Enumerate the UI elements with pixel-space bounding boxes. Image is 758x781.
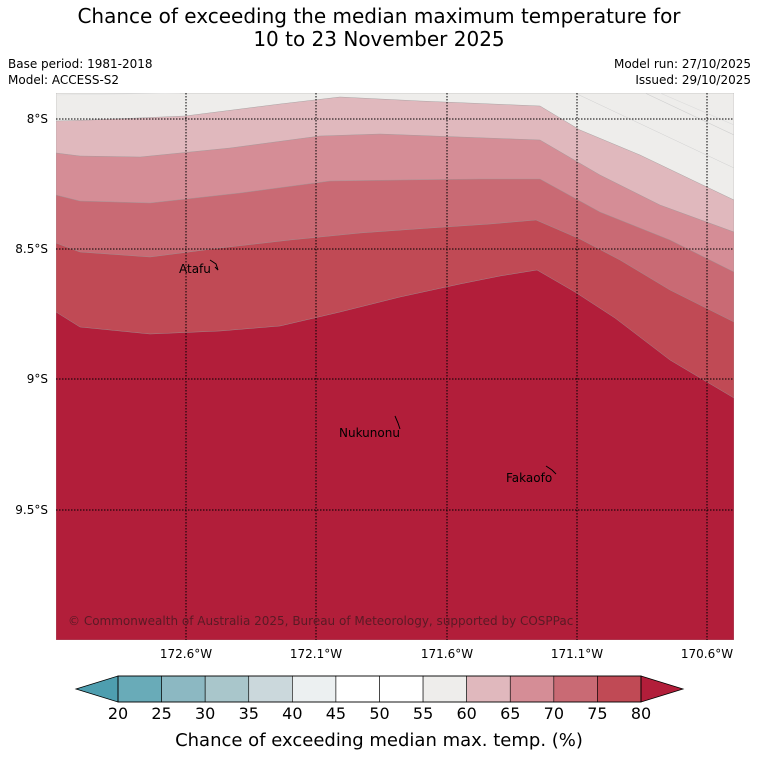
- issued-date: Issued: 29/10/2025: [635, 73, 751, 87]
- meta-left: Base period: 1981-2018 Model: ACCESS-S2: [8, 56, 153, 88]
- colorbar-tick-20: 20: [107, 704, 129, 723]
- colorbar-tick-45: 45: [325, 704, 347, 723]
- colorbar-cell-35-40: [248, 675, 293, 703]
- colorbar-cell-60-65: [466, 675, 511, 703]
- title-line-2: 10 to 23 November 2025: [253, 27, 505, 51]
- lat-label-8-5s: 8.5°S: [15, 242, 48, 256]
- colorbar-tick-35: 35: [238, 704, 259, 723]
- copyright-notice: © Commonwealth of Australia 2025, Bureau…: [68, 614, 574, 628]
- meta-right: Model run: 27/10/2025 Issued: 29/10/2025: [614, 56, 751, 88]
- island-label-atafu: Atafu: [179, 262, 211, 276]
- colorbar-tick-75: 75: [587, 704, 608, 723]
- lon-label-171-1w: 171.1°W: [550, 647, 604, 661]
- colorbar-cell-45-50: [335, 675, 380, 703]
- model-name: Model: ACCESS-S2: [8, 73, 120, 87]
- colorbar-cell-55-60: [422, 675, 467, 703]
- colorbar-cell-40-45: [292, 675, 337, 703]
- colorbar-tick-60: 60: [456, 704, 477, 723]
- colorbar-cell-75-80: [597, 675, 642, 703]
- island-label-fakaofo: Fakaofo: [506, 471, 553, 485]
- colorbar-cell-70-75: [553, 675, 598, 703]
- graticule: [56, 93, 734, 640]
- nukunonu-island: [394, 415, 401, 430]
- colorbar-label: Chance of exceeding median max. temp. (%…: [175, 730, 583, 751]
- atafu-island: [209, 259, 219, 271]
- colorbar-tick-55: 55: [412, 704, 434, 723]
- colorbar-tick-50: 50: [369, 704, 390, 723]
- colorbar-cell-25-30: [161, 675, 206, 703]
- colorbar-high-extension: [640, 675, 685, 703]
- colorbar-cell-65-70: [509, 675, 555, 703]
- base-period: Base period: 1981-2018: [8, 57, 153, 71]
- lat-label-9-5s: 9.5°S: [15, 503, 48, 517]
- band-above-80: [56, 269, 734, 640]
- lat-label-8s: 8°S: [26, 112, 48, 126]
- lon-label-170-6w: 170.6°W: [680, 647, 734, 661]
- colorbar-tick-80: 80: [630, 704, 652, 723]
- lon-label-172-1w: 172.1°W: [289, 647, 343, 661]
- colorbar-cell-50-55: [379, 675, 424, 703]
- colorbar-tick-65: 65: [500, 704, 521, 723]
- model-run: Model run: 27/10/2025: [613, 57, 751, 71]
- colorbar-tick-40: 40: [282, 704, 303, 723]
- colorbar-low-extension: [74, 675, 119, 703]
- colorbar-outline: [117, 675, 642, 703]
- lon-label-171-6w: 171.6°W: [420, 647, 474, 661]
- page-title: Chance of exceeding the median maximum t…: [0, 5, 758, 51]
- colorbar-tick-25: 25: [151, 704, 172, 723]
- title-line-1: Chance of exceeding the median maximum t…: [77, 4, 681, 28]
- lat-label-9s: 9°S: [26, 372, 48, 386]
- fakaofo-island: [545, 465, 557, 475]
- colorbar-tick-70: 70: [543, 704, 565, 723]
- colorbar-cell-20-25: [117, 675, 162, 703]
- island-label-nukunonu: Nukunonu: [339, 426, 400, 440]
- colorbar-tick-30: 30: [194, 704, 216, 723]
- colorbar-cell-30-35: [204, 675, 250, 703]
- lon-label-172-6w: 172.6°W: [159, 647, 213, 661]
